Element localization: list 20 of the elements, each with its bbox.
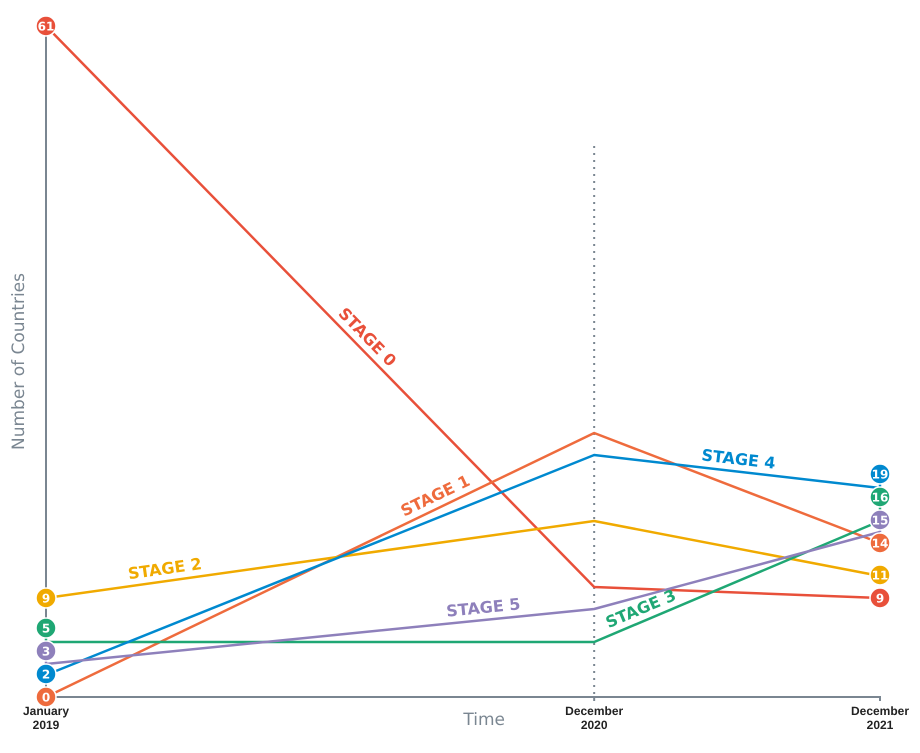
data-label: 14	[872, 536, 888, 550]
data-label: 0	[42, 690, 50, 704]
text: STAGE 4	[700, 445, 777, 473]
text: STAGE 5	[445, 594, 522, 621]
data-label: 19	[872, 468, 888, 482]
data-label: 15	[872, 514, 888, 528]
x-tick-label: December 2021	[850, 704, 910, 732]
x-tick-label: January 2019	[22, 704, 70, 732]
data-label: 2	[42, 668, 50, 682]
x-tick-label: December 2020	[565, 704, 624, 732]
x-axis-title: Time	[462, 710, 505, 730]
data-label: 11	[872, 568, 888, 582]
data-label: 16	[872, 490, 888, 504]
text: STAGE 2	[126, 554, 203, 584]
data-label: 9	[42, 592, 50, 606]
data-label: 61	[38, 20, 54, 34]
y-axis-title: Number of Countries	[9, 272, 29, 450]
data-label: 9	[876, 592, 884, 606]
data-label: 5	[42, 622, 50, 636]
data-label: 3	[42, 644, 50, 658]
